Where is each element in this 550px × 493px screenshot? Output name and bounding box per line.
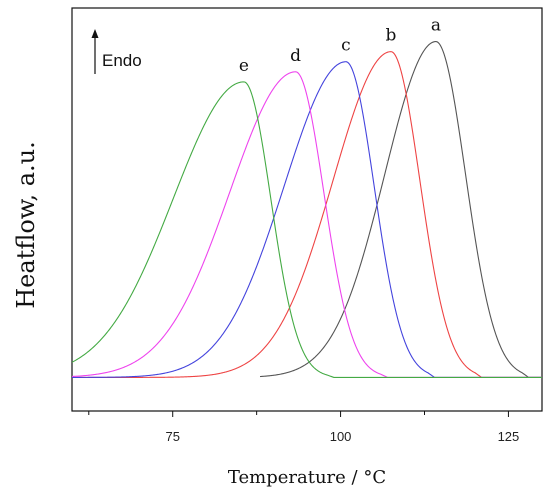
x-ticks: 75 100 125 bbox=[88, 411, 520, 444]
y-axis-title: Heatflow, a.u. bbox=[12, 141, 40, 309]
curve-labels: a b c d e bbox=[239, 16, 441, 76]
curves bbox=[71, 41, 542, 378]
plot-frame bbox=[71, 7, 543, 412]
x-tick-label: 125 bbox=[498, 429, 520, 444]
series-line-e bbox=[71, 81, 542, 378]
curve-label-a: a bbox=[431, 16, 441, 36]
curve-label-b: b bbox=[385, 26, 396, 46]
curve-label-d: d bbox=[290, 46, 301, 66]
endo-label: Endo bbox=[102, 51, 142, 70]
curve-label-e: e bbox=[239, 56, 249, 76]
x-tick-label: 100 bbox=[330, 429, 352, 444]
endo-annotation: Endo bbox=[91, 29, 142, 74]
curve-label-c: c bbox=[341, 36, 351, 56]
series-line-c bbox=[72, 61, 542, 378]
x-axis-title: Temperature / °C bbox=[228, 467, 386, 488]
endo-arrowhead-icon bbox=[91, 29, 99, 38]
series-line-b bbox=[72, 51, 542, 378]
x-tick-label: 75 bbox=[165, 429, 179, 444]
series-line-a bbox=[259, 41, 542, 378]
